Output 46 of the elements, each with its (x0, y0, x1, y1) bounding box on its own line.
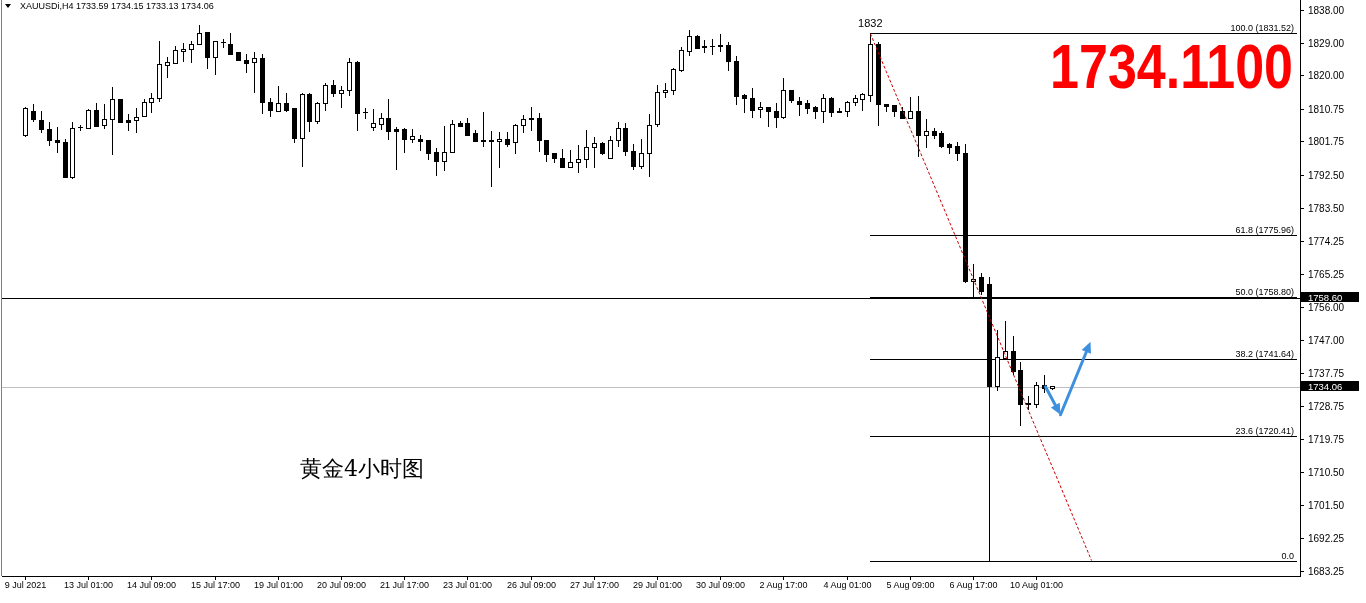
annotation: 黄金4小时图 (300, 456, 424, 481)
ref-line-label: 1734.06 (1308, 380, 1343, 392)
x-tick-label: 29 Jul 01:00 (632, 580, 683, 590)
y-tick-label: 1701.50 (1308, 500, 1345, 511)
y-tick-label: 1829.00 (1308, 38, 1345, 49)
series-label: 100.0 (1831.52) (1230, 22, 1294, 33)
x-tick-label: 15 Jul 17:00 (190, 580, 241, 590)
y-tick-label: 1692.25 (1308, 533, 1345, 544)
x-tick-label: 19 Jul 01:00 (253, 580, 304, 590)
y-tick-label: 1820.00 (1308, 70, 1345, 81)
series-label: 23.6 (1720.41) (1235, 425, 1294, 436)
x-tick-label: 4 Aug 01:00 (823, 580, 872, 590)
chart-title: XAUUSDi,H4 1733.59 1734.15 1733.13 1734.06 (20, 1, 214, 11)
x-tick-label: 6 Aug 17:00 (949, 580, 998, 590)
y-tick-label: 1792.50 (1308, 170, 1345, 181)
y-tick-label: 1756.00 (1308, 302, 1345, 313)
y-tick-label: 1710.50 (1308, 467, 1345, 478)
series-label: 38.2 (1741.64) (1235, 348, 1294, 359)
annotation: 1832 (858, 17, 883, 30)
y-tick-label: 1801.75 (1308, 136, 1345, 147)
x-tick-label: 2 Aug 17:00 (759, 580, 808, 590)
x-tick-label: 30 Jul 09:00 (695, 580, 746, 590)
x-tick-label: 21 Jul 17:00 (379, 580, 430, 590)
y-tick-label: 1728.75 (1308, 401, 1345, 412)
x-tick-label: 27 Jul 17:00 (569, 580, 620, 590)
x-tick-label: 23 Jul 01:00 (442, 580, 493, 590)
y-tick-label: 1747.00 (1308, 335, 1345, 346)
x-tick-label: 26 Jul 09:00 (506, 580, 557, 590)
x-tick-label: 20 Jul 09:00 (316, 580, 367, 590)
series-label: 50.0 (1758.80) (1235, 286, 1294, 297)
x-tick-label: 9 Jul 2021 (4, 580, 47, 590)
y-tick-label: 1719.75 (1308, 434, 1345, 445)
y-tick-label: 1810.75 (1308, 104, 1345, 115)
series-label: 61.8 (1775.96) (1235, 224, 1294, 235)
x-tick-label: 13 Jul 01:00 (63, 580, 114, 590)
y-tick-label: 1737.75 (1308, 368, 1345, 379)
y-tick-label: 1838.00 (1308, 5, 1345, 16)
y-tick-label: 1683.25 (1308, 566, 1345, 577)
x-tick-label: 14 Jul 09:00 (126, 580, 177, 590)
series-label: 0.0 (1281, 550, 1294, 561)
y-tick-label: 1765.25 (1308, 269, 1345, 280)
x-tick-label: 5 Aug 09:00 (886, 580, 935, 590)
x-tick-label: 10 Aug 01:00 (1009, 580, 1064, 590)
ref-line-label: 1758.60 (1308, 291, 1343, 303)
y-tick-label: 1774.25 (1308, 236, 1345, 247)
y-tick-label: 1783.50 (1308, 203, 1345, 214)
